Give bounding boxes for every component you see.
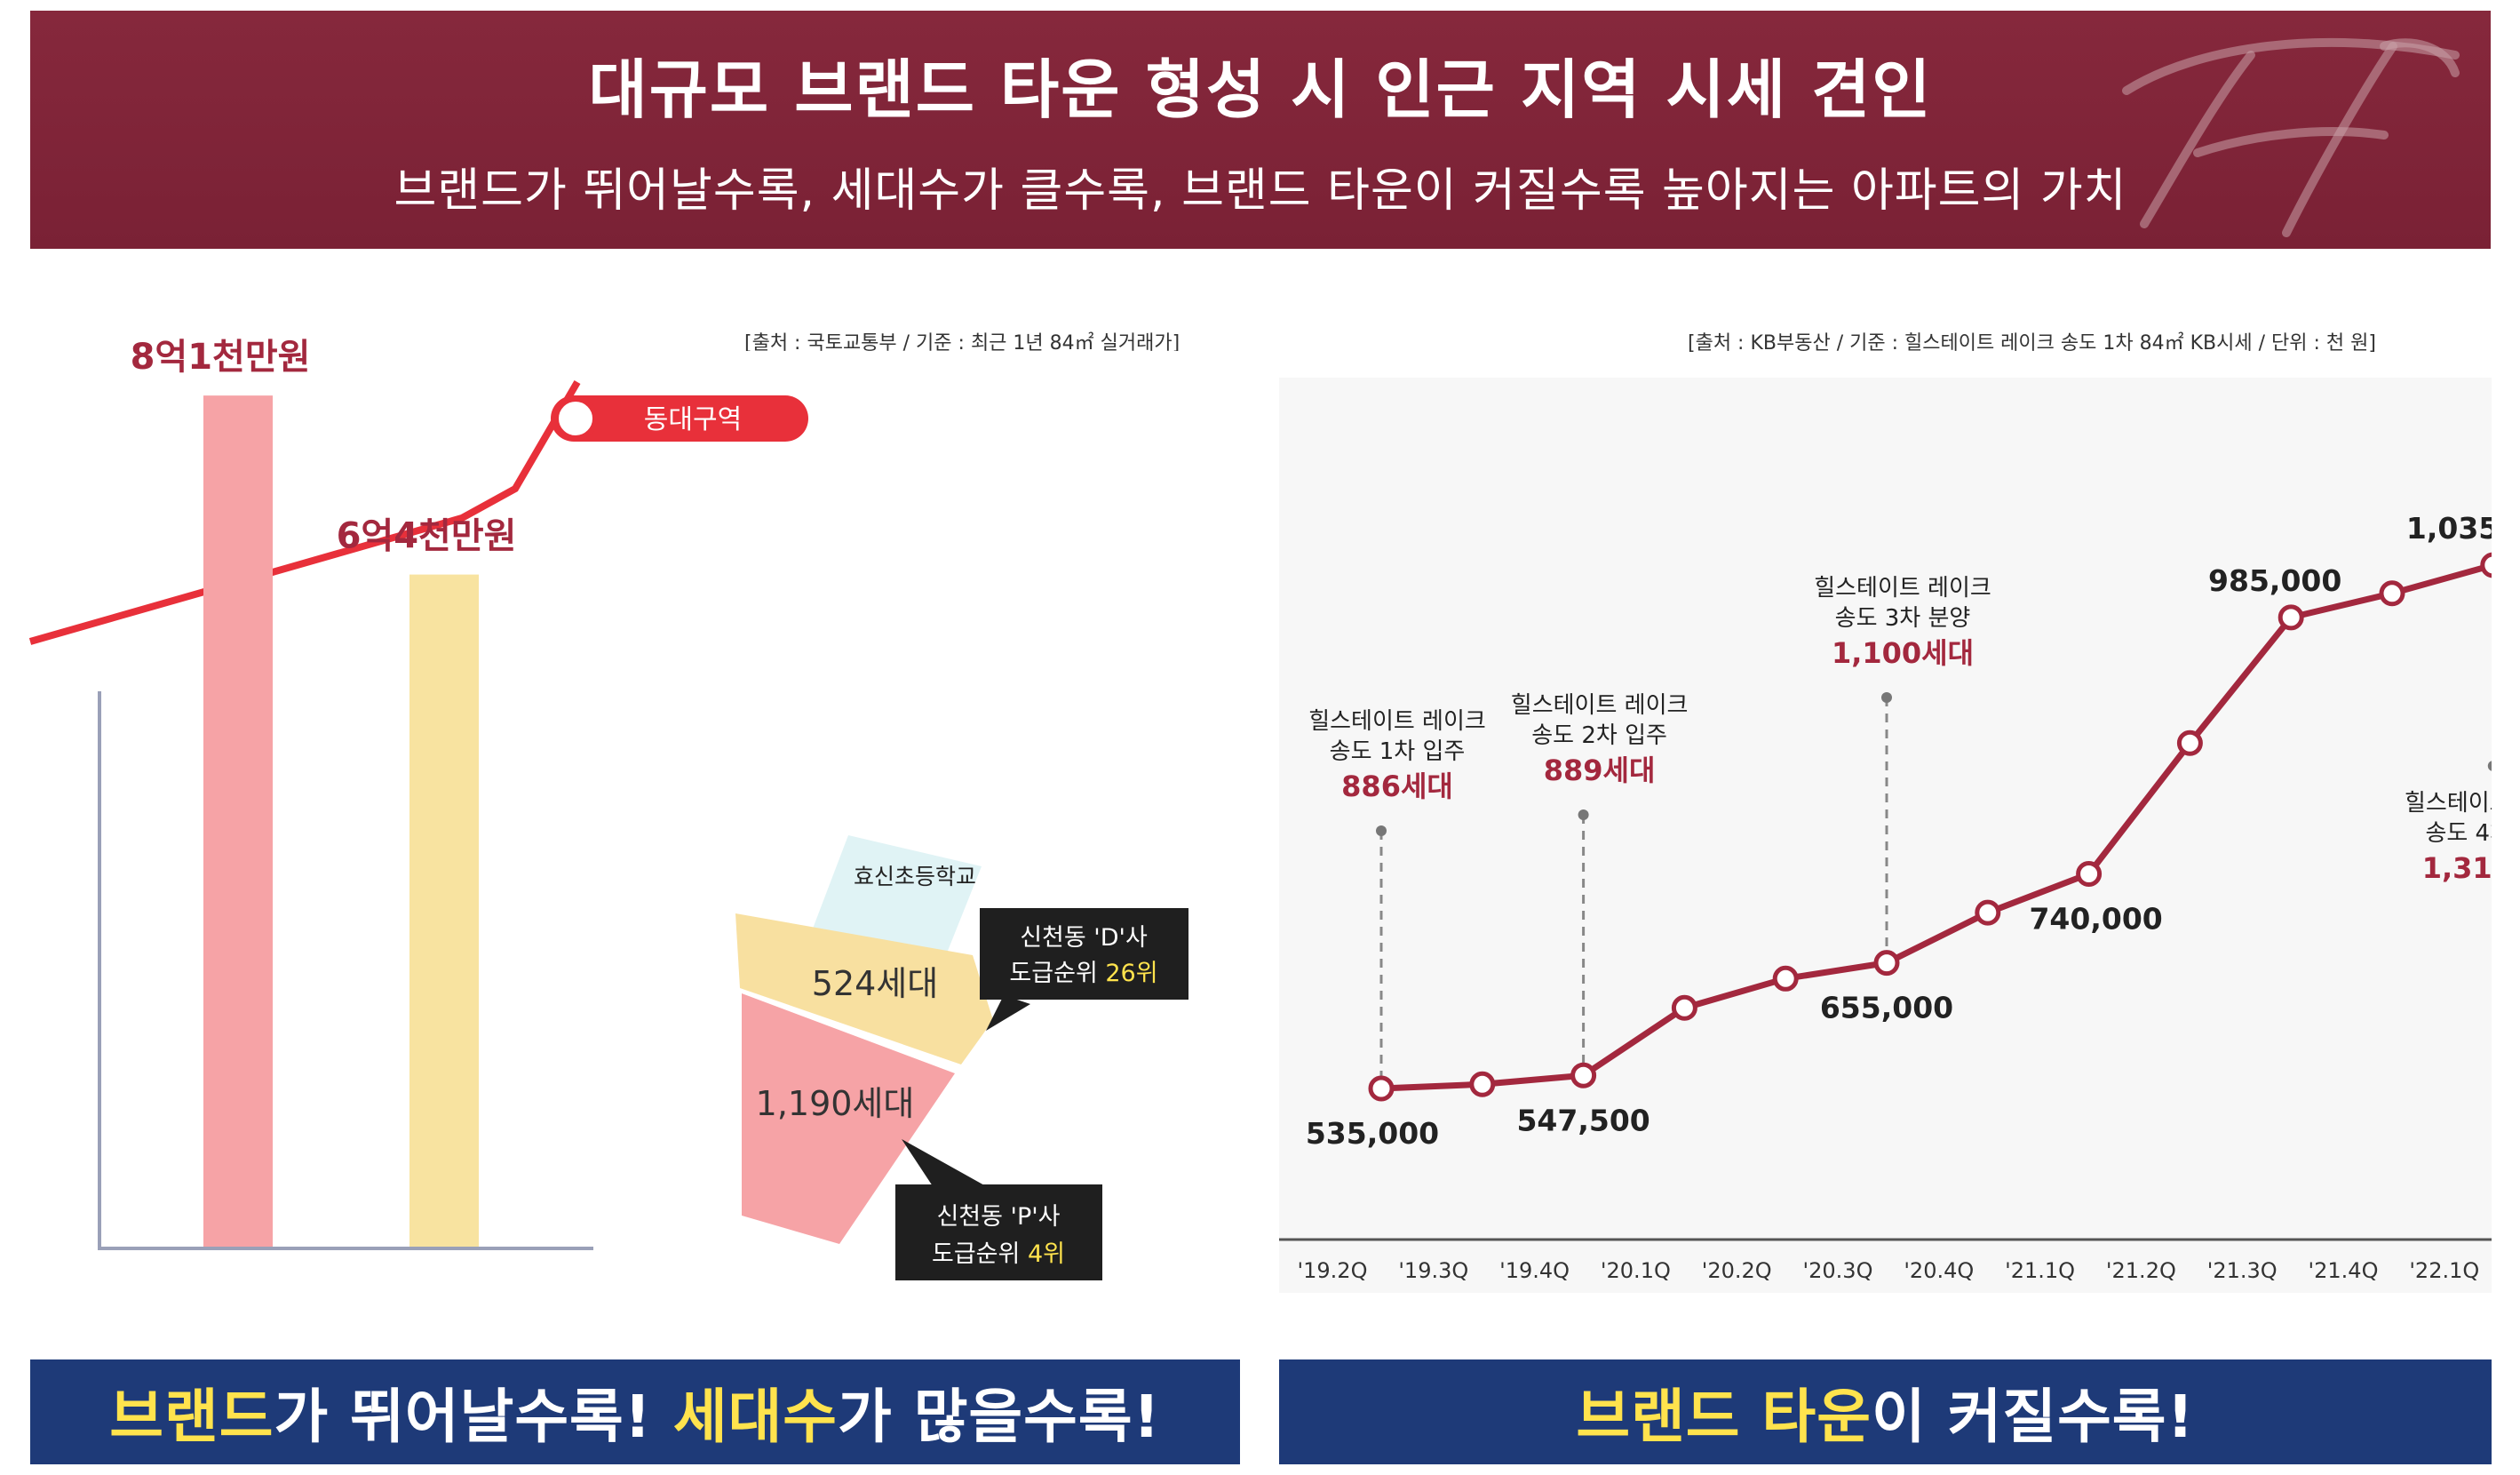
callout-p-line2: 도급순위 4위: [932, 1240, 1065, 1268]
data-point-4: [1671, 994, 1697, 1021]
annotation-line2-4: 송도 4차 분양: [2425, 820, 2492, 847]
page-subtitle: 브랜드가 뛰어날수록, 세대수가 클수록, 브랜드 타운이 커질수록 높아지는 …: [394, 164, 2127, 218]
data-point-11: [2379, 580, 2405, 607]
annotation-line1-2: 힐스테이트 레이크: [1511, 692, 1689, 719]
callout-d-pointer: [986, 995, 1030, 1031]
annotation-dot-1: [1376, 825, 1387, 836]
data-point-10: [2278, 604, 2304, 631]
bar-value-label-2: 6억4천만원: [337, 516, 517, 557]
right-source-note: [출처 : KB부동산 / 기준 : 힐스테이트 레이크 송도 1차 84㎡ K…: [1688, 332, 2376, 355]
bar-value-label-1: 8억1천만원: [131, 337, 311, 378]
annotation-count-4: 1,319세대: [2422, 851, 2492, 885]
x-tick-label-3: '19.4Q: [1499, 1258, 1570, 1283]
bottom-left-text1: 가 뛰어날수록!: [274, 1383, 673, 1451]
x-tick-label-5: '20.2Q: [1702, 1258, 1772, 1283]
data-label-5: 985,000: [2208, 563, 2341, 598]
data-point-5: [1772, 965, 1799, 992]
x-tick-label-9: '21.2Q: [2106, 1258, 2176, 1283]
data-point-1: [1368, 1075, 1395, 1102]
annotation-count-1: 886세대: [1341, 769, 1453, 803]
callout-d-line2: 도급순위 26위: [1009, 960, 1157, 987]
site-p-block: [742, 993, 955, 1244]
callout-d-box: [980, 908, 1188, 1000]
annotation-dot-4: [2487, 761, 2492, 771]
site-p-label: 1,190세대: [756, 1084, 915, 1123]
bottom-left-text2: 가 많을수록!: [838, 1383, 1161, 1451]
x-tick-label-1: '19.2Q: [1298, 1258, 1368, 1283]
data-point-12: [2480, 552, 2492, 578]
bar-1: [203, 395, 273, 1247]
data-point-3: [1570, 1062, 1597, 1088]
annotation-line2-3: 송도 3차 분양: [1835, 605, 1971, 632]
bar-2: [409, 574, 479, 1247]
bottom-right-text: 이 커질수록!: [1871, 1383, 2195, 1451]
annotation-count-2: 889세대: [1544, 753, 1656, 787]
data-label-4: 740,000: [2029, 902, 2162, 937]
page-title: 대규모 브랜드 타운 형성 시 인근 지역 시세 견인: [588, 52, 1933, 127]
annotation-line2-1: 송도 1차 입주: [1330, 738, 1466, 765]
data-point-8: [2076, 861, 2103, 888]
station-marker: [553, 396, 598, 441]
annotation-line2-2: 송도 2차 입주: [1531, 722, 1667, 749]
annotation-count-3: 1,100세대: [1832, 636, 1974, 670]
data-point-7: [1975, 899, 2001, 926]
bottom-banner-left: 브랜드 가 뛰어날수록! 세대수 가 많을수록!: [30, 1359, 1240, 1464]
school-block: [813, 835, 982, 955]
x-tick-label-11: '21.4Q: [2309, 1258, 2379, 1283]
school-label: 효신초등학교: [854, 864, 976, 889]
left-source-note: [출처 : 국토교통부 / 기준 : 최근 1년 84㎡ 실거래가]: [744, 332, 1181, 355]
data-point-9: [2176, 730, 2203, 756]
series-line: [1380, 562, 2492, 1092]
station-pill: [551, 395, 808, 442]
x-tick-label-6: '20.3Q: [1803, 1258, 1873, 1283]
annotation-line1-1: 힐스테이트 레이크: [1308, 708, 1486, 735]
left-chart: 동대구역 8억1천만원 6억4천만원 효신초등학교 524세대 1,190세대 신…: [28, 337, 1188, 1280]
bottom-banner-right: 브랜드 타운 이 커질수록!: [1279, 1359, 2492, 1464]
annotation-dot-2: [1578, 809, 1589, 820]
x-tick-label-8: '21.1Q: [2005, 1258, 2075, 1283]
site-d-block: [735, 913, 993, 1064]
rail-line: [28, 379, 581, 645]
x-tick-label-2: '19.3Q: [1398, 1258, 1468, 1283]
right-panel: [1279, 378, 2492, 1293]
x-tick-label-7: '20.4Q: [1904, 1258, 1974, 1283]
callout-d-line1: 신천동 'D'사: [1020, 924, 1148, 952]
bottom-right-hl: 브랜드 타운: [1576, 1383, 1872, 1451]
station-label: 동대구역: [644, 404, 742, 435]
data-point-2: [1469, 1071, 1496, 1097]
callout-p-box: [895, 1184, 1102, 1280]
annotation-line1-4: 힐스테이트 레이크: [2405, 790, 2492, 817]
bottom-left-hl1: 브랜드: [109, 1383, 274, 1451]
callout-p-pointer: [902, 1139, 986, 1186]
h-monogram-logo: [2122, 37, 2460, 237]
annotation-line1-3: 힐스테이트 레이크: [1814, 575, 1991, 602]
x-tick-label-4: '20.1Q: [1601, 1258, 1671, 1283]
header-banner: 대규모 브랜드 타운 형성 시 인근 지역 시세 견인 브랜드가 뛰어날수록, …: [30, 11, 2491, 249]
x-tick-label-10: '21.3Q: [2207, 1258, 2278, 1283]
x-tick-label-12: '22.1Q: [2409, 1258, 2479, 1283]
data-label-3: 655,000: [1820, 991, 1953, 1025]
site-d-label: 524세대: [812, 964, 938, 1003]
callout-p-line1: 신천동 'P'사: [936, 1203, 1060, 1231]
annotation-dot-3: [1881, 692, 1892, 703]
data-label-1: 535,000: [1306, 1116, 1439, 1151]
data-label-2: 547,500: [1516, 1103, 1650, 1137]
data-point-6: [1873, 950, 1900, 977]
bottom-left-hl2: 세대수: [672, 1383, 839, 1451]
data-label-6: 1,035,000: [2406, 511, 2492, 546]
